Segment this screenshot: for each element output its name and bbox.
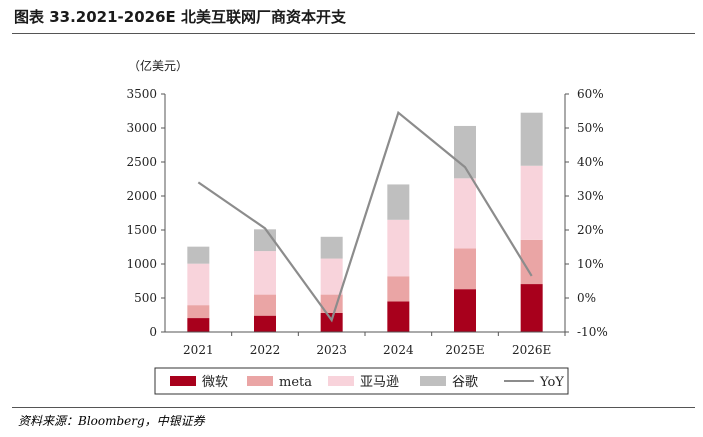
bar-segment xyxy=(387,184,410,220)
figure-title: 图表 33.2021-2026E 北美互联网厂商资本开支 xyxy=(14,8,346,26)
legend-swatch xyxy=(328,376,354,386)
y-tick-label: 2000 xyxy=(126,189,157,203)
y2-tick-label: 30% xyxy=(577,189,604,203)
bar-segment xyxy=(520,165,543,240)
bar-segment xyxy=(320,294,343,313)
x-tick-label: 2026E xyxy=(512,343,551,357)
legend-label: 谷歌 xyxy=(452,375,478,390)
source-rule xyxy=(12,407,695,408)
y2-tick-label: 0% xyxy=(577,291,596,305)
y-tick-label: 1000 xyxy=(126,257,157,271)
bar-segment xyxy=(187,318,210,332)
y2-tick-label: 60% xyxy=(577,87,604,101)
legend-label: 亚马逊 xyxy=(360,375,399,390)
legend-box xyxy=(154,367,569,395)
y-tick-label: 3000 xyxy=(126,121,157,135)
bar-segment xyxy=(387,301,410,332)
x-tick-label: 2025E xyxy=(445,343,484,357)
y-tick-label: 0 xyxy=(149,325,157,339)
y2-tick-label: 20% xyxy=(577,223,604,237)
bar-segment xyxy=(387,276,410,302)
y-tick-label: 2500 xyxy=(126,155,157,169)
bar-segment xyxy=(254,294,276,316)
bar-segment xyxy=(320,236,343,259)
bar-segment xyxy=(320,312,343,332)
legend-label: meta xyxy=(279,375,312,390)
bar-segment xyxy=(454,178,476,249)
source-note: 资料来源：Bloomberg，中银证券 xyxy=(18,414,205,428)
bar-segment xyxy=(187,263,210,306)
bar-segment xyxy=(254,315,276,332)
y2-tick-label: 10% xyxy=(577,257,604,271)
y-tick-label: 500 xyxy=(134,291,157,305)
title-rule xyxy=(12,33,695,34)
bar-segment xyxy=(320,258,343,295)
y-tick-label: 1500 xyxy=(126,223,157,237)
y2-tick-label: 50% xyxy=(577,121,604,135)
bar-segment xyxy=(520,112,543,166)
y2-tick-label: -10% xyxy=(577,325,608,339)
bar-segment xyxy=(387,219,410,277)
bar-segment xyxy=(520,239,543,285)
bar-segment xyxy=(187,246,210,264)
unit-label: （亿美元） xyxy=(128,58,188,73)
y-tick-label: 3500 xyxy=(126,87,157,101)
bar-segment xyxy=(454,248,476,290)
legend-swatch xyxy=(420,376,446,386)
yoy-line xyxy=(197,110,533,323)
x-tick-label: 2021 xyxy=(183,343,214,357)
legend-label: 微软 xyxy=(202,375,228,390)
x-tick-label: 2022 xyxy=(250,343,281,357)
legend-swatch xyxy=(247,376,273,386)
legend-label: YoY xyxy=(539,375,564,390)
bar-segment xyxy=(187,305,210,319)
y2-tick-label: 40% xyxy=(577,155,604,169)
bar-segment xyxy=(454,289,476,332)
bar-segment xyxy=(454,125,476,179)
x-tick-label: 2024 xyxy=(383,343,414,357)
legend-swatch xyxy=(170,376,196,386)
x-tick-label: 2023 xyxy=(316,343,347,357)
bar-segment xyxy=(520,284,543,332)
bar-segment xyxy=(254,251,276,295)
